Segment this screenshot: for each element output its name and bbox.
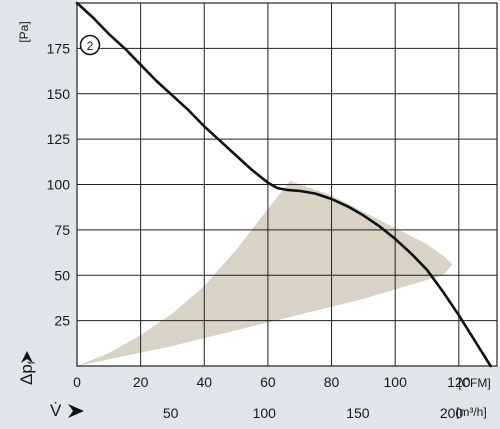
x-tick-label-6: 120 — [447, 374, 471, 390]
secondary-x-axis-strip — [0, 396, 500, 429]
y-tick-label-3: 100 — [47, 177, 71, 193]
secondary-x-tick-label-2: 150 — [346, 405, 370, 421]
y-tick-label-2: 75 — [54, 222, 70, 238]
series-label-circle — [79, 34, 101, 56]
x-axis-arrow-icon — [68, 404, 84, 418]
y-tick-label-5: 150 — [47, 86, 71, 102]
secondary-x-tick-label-1: 100 — [253, 405, 277, 421]
secondary-x-tick-label-0: 50 — [163, 405, 179, 421]
x-tick-label-0: 0 — [73, 374, 81, 390]
x-axis-unit: [CFM] — [458, 376, 491, 390]
x-tick-labels: 0 20 40 60 80 100 120 — [73, 374, 471, 390]
y-axis-panel — [0, 0, 77, 429]
y-axis-symbol-group: Δpf — [17, 351, 38, 385]
x-tick-label-3: 60 — [260, 374, 276, 390]
operating-region-layer — [77, 180, 453, 366]
secondary-x-tick-label-3: 200 — [440, 405, 464, 421]
x-tick-label-1: 20 — [133, 374, 149, 390]
x-tick-label-5: 100 — [384, 374, 408, 390]
y-axis-arrow-icon — [21, 351, 33, 363]
y-axis-symbol: Δpf — [17, 361, 38, 385]
x-tick-label-4: 80 — [324, 374, 340, 390]
series-curve-2 — [75, 1, 492, 368]
curve-layer — [75, 1, 492, 368]
x-tick-label-2: 40 — [196, 374, 212, 390]
secondary-x-axis-symbol: V̇ — [50, 401, 62, 420]
series-label-marker: 2 — [79, 34, 101, 56]
y-tick-label-4: 125 — [47, 131, 71, 147]
y-tick-label-0: 25 — [54, 313, 70, 329]
region-operating-range — [77, 180, 453, 366]
secondary-x-axis-unit: [m³/h] — [456, 405, 487, 419]
plot-frame — [76, 2, 498, 367]
y-tick-labels: 25 50 75 100 125 150 175 — [47, 40, 71, 328]
y-tick-label-6: 175 — [47, 40, 71, 56]
secondary-x-tick-labels: 50 100 150 200 — [163, 405, 464, 421]
series-label: 2 — [87, 39, 94, 53]
y-axis-unit: [Pa] — [17, 21, 31, 42]
y-tick-label-1: 50 — [54, 267, 70, 283]
